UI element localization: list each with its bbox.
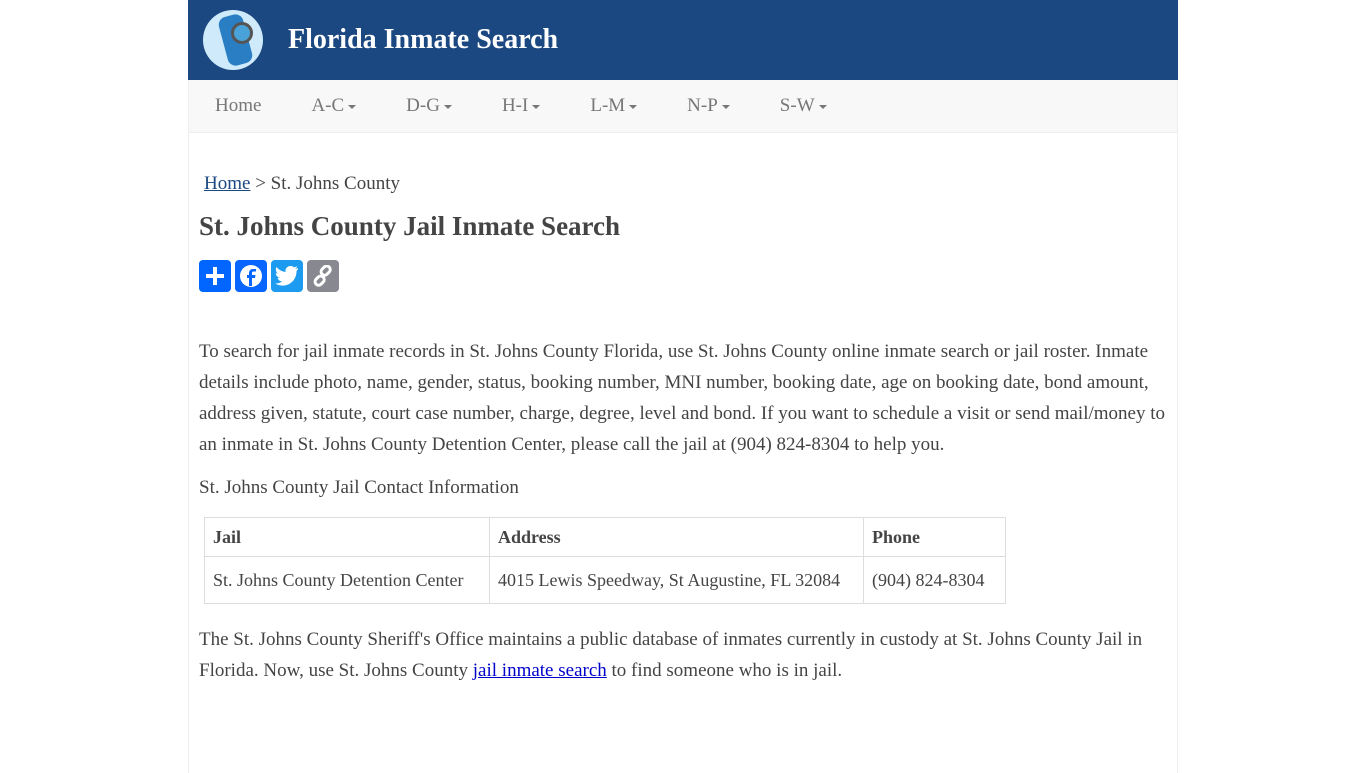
nav-home[interactable]: Home — [215, 95, 262, 116]
site-header: Florida Inmate Search — [188, 0, 1178, 80]
caret-down-icon — [443, 104, 452, 109]
breadcrumb-current: > St. Johns County — [250, 173, 400, 194]
nav-label: L-M — [590, 95, 626, 116]
nav-s-w[interactable]: S-W — [780, 95, 827, 117]
page-title: St. Johns County Jail Inmate Search — [199, 211, 621, 241]
outro-paragraph: The St. Johns County Sheriff's Office ma… — [199, 624, 1167, 686]
nav-l-m[interactable]: L-M — [590, 95, 638, 117]
caret-down-icon — [532, 104, 541, 109]
header-address: Address — [489, 517, 864, 557]
nav-label: D-G — [406, 95, 440, 116]
copy-link-icon[interactable] — [307, 260, 339, 292]
nav-label: A-C — [311, 95, 345, 116]
facebook-icon[interactable] — [235, 260, 267, 292]
contact-table: Jail Address Phone St. Johns County Dete… — [204, 517, 1006, 604]
table-row: St. Johns County Detention Center 4015 L… — [204, 556, 1006, 604]
main-content: Home > St. Johns County St. Johns County… — [188, 133, 1178, 773]
breadcrumb-home-link[interactable]: Home — [204, 173, 251, 194]
nav-label: N-P — [687, 95, 718, 116]
header-jail: Jail — [204, 517, 490, 557]
caret-down-icon — [818, 104, 827, 109]
twitter-icon[interactable] — [271, 260, 303, 292]
share-plus-icon[interactable] — [199, 260, 231, 292]
cell-phone: (904) 824-8304 — [863, 556, 1006, 604]
table-header-row: Jail Address Phone — [204, 517, 1006, 557]
breadcrumb: Home > St. Johns County — [204, 133, 1167, 195]
caret-down-icon — [629, 104, 638, 109]
outro-text-end: to find someone who is in jail. — [606, 660, 843, 681]
main-nav: Home A-C D-G H-I L-M N-P S-W — [188, 80, 1178, 133]
intro-paragraph: To search for jail inmate records in St.… — [199, 341, 1166, 455]
cell-address: 4015 Lewis Speedway, St Augustine, FL 32… — [489, 556, 864, 604]
cell-jail: St. Johns County Detention Center — [204, 556, 490, 604]
jail-inmate-search-link[interactable]: jail inmate search — [472, 660, 607, 681]
nav-label: H-I — [501, 95, 529, 116]
header-phone: Phone — [863, 517, 1006, 557]
caret-down-icon — [348, 104, 357, 109]
nav-a-c[interactable]: A-C — [311, 95, 357, 117]
site-title[interactable]: Florida Inmate Search — [288, 24, 559, 55]
nav-d-g[interactable]: D-G — [406, 95, 452, 117]
nav-n-p[interactable]: N-P — [687, 95, 730, 117]
share-buttons — [199, 260, 1167, 292]
caret-down-icon — [721, 104, 730, 109]
nav-label: S-W — [779, 95, 815, 116]
outro-text: The St. Johns County Sheriff's Office ma… — [199, 629, 1143, 681]
nav-h-i[interactable]: H-I — [501, 95, 541, 117]
contact-heading: St. Johns County Jail Contact Informatio… — [199, 477, 519, 498]
florida-logo-icon[interactable] — [203, 10, 263, 70]
